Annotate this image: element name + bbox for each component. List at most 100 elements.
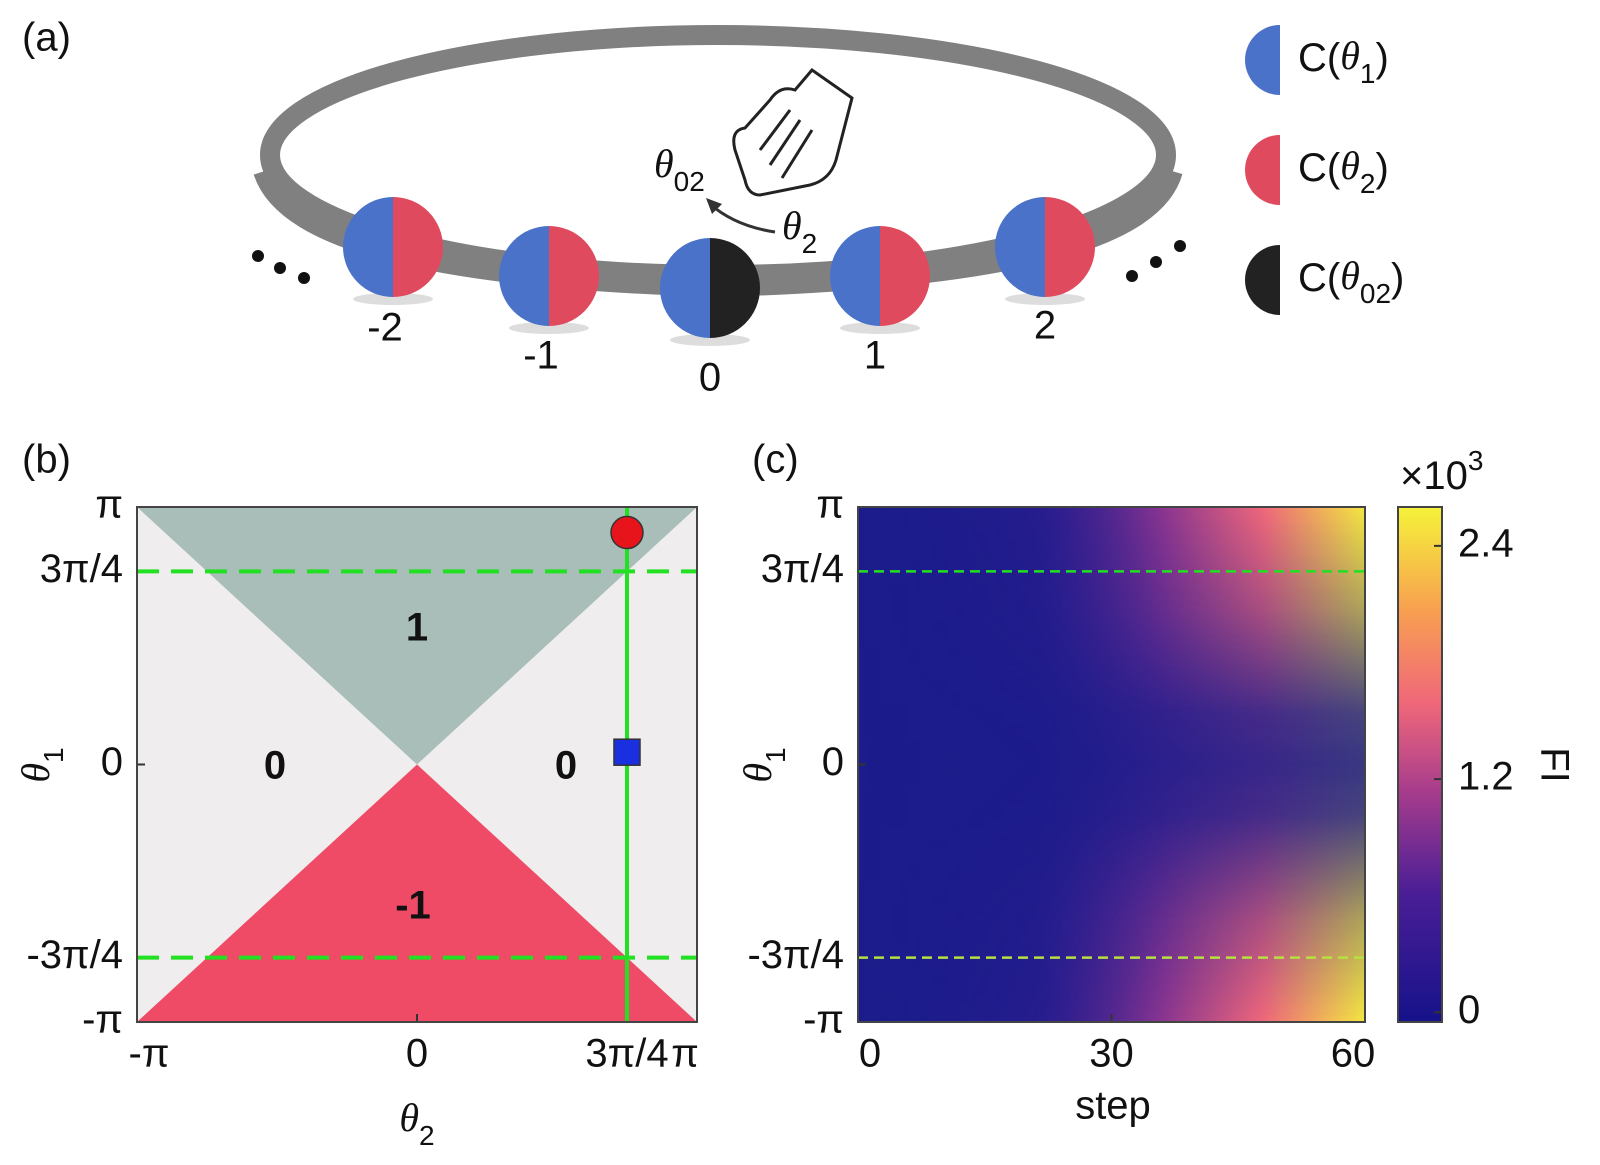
sphere-right [549,226,599,326]
sphere-right [880,226,930,326]
shadow [509,322,589,334]
sphere-right [710,238,760,338]
y-tick-label: 0 [822,740,844,784]
label-part: θ [782,203,802,248]
sphere-right [1045,197,1095,297]
sphere-left [499,226,549,326]
y-tick-label: 3π/4 [761,547,844,591]
fi-heatmap: 0 30 60 π 3π/4 0 -3π/4 -π step θ1 0 1.2 2.4 ×103 FI [735,445,1576,1128]
sphere-left [830,226,880,326]
legend-swatch [1245,25,1280,95]
region-label: 1 [406,606,428,650]
y-tick-label: π [95,483,123,527]
label-part: θ [1340,253,1360,298]
site-label: 0 [699,356,721,400]
math-label: C(θ1) [1298,33,1389,89]
x-tick-label: -π [129,1032,170,1076]
label-part: 02 [674,166,705,197]
label-part: 1 [760,747,791,763]
y-tick-label: -3π/4 [26,933,123,977]
plot-frame [136,506,698,1023]
x-tick-label: 3π/4 [585,1032,668,1076]
arrow [709,202,776,234]
sphere-left [343,197,393,297]
ellipsis [252,240,1186,284]
label-part: ) [1375,36,1388,80]
heatmap [858,507,1365,1022]
shadow [840,322,920,334]
x-tick-label: 30 [1089,1032,1134,1076]
label-part: 2 [419,1120,435,1151]
label-part: C( [1298,256,1341,300]
site-label: -1 [523,334,559,378]
y-tick-label: -π [803,998,844,1042]
label-part: ) [1391,256,1404,300]
label-part: θ [1340,33,1360,78]
math-label: θ1 [735,747,791,782]
x-tick-label: π [671,1032,699,1076]
shadow [670,334,750,346]
math-label: C(θ2) [1298,143,1389,199]
label-part: 2 [1360,168,1376,199]
region-label: 0 [264,744,286,788]
math-label: θ02 [654,141,705,197]
scale-exp: 3 [1468,445,1484,476]
y-tick-label: -π [82,998,123,1042]
label-part: 02 [1360,278,1391,309]
legend-swatch [1245,245,1280,315]
y-tick-label: -3π/4 [747,933,844,977]
colorbar [1398,507,1442,1022]
math-label: θ2 [782,203,817,259]
colorbar-tick-label: 1.2 [1458,755,1514,799]
region-label: 0 [555,744,577,788]
site-label: -2 [367,306,403,350]
hand-icon [732,67,854,197]
sphere-right [393,197,443,297]
label-part: θ [654,141,674,186]
label-part: C( [1298,36,1341,80]
marker-circle [610,515,644,550]
label-part: C( [1298,146,1341,190]
x-tick-label: 0 [859,1032,881,1076]
x-tick-label: 60 [1331,1032,1376,1076]
legend: C(θ1)C(θ2)C(θ02) [1245,25,1404,315]
panel-label: (b) [22,438,71,482]
colorbar-tick-label: 0 [1458,988,1480,1032]
label-part: θ [13,763,58,783]
label-part: θ [399,1095,419,1140]
x-tick-label: 0 [406,1032,428,1076]
sphere-left [660,238,710,338]
marker-square [613,738,641,766]
plot-frame [857,506,1366,1023]
panel-label: (a) [22,16,71,60]
label-part: ) [1375,146,1388,190]
y-tick-label: 0 [101,740,123,784]
label-part: θ [735,763,780,783]
math-label: θ2 [399,1095,434,1151]
site-label: 1 [864,334,886,378]
arrow-head [706,198,722,214]
label-part: 1 [38,747,69,763]
y-tick-label: π [816,483,844,527]
shadow [1005,293,1085,305]
colorbar-scale: ×103 [1400,445,1483,498]
math-label: θ1 [13,747,69,782]
x-axis-label: step [1075,1084,1151,1128]
site-label: 2 [1034,304,1056,348]
spheres: -2 -1 0 1 2 [343,197,1095,400]
label-part: 2 [802,228,818,259]
label-part: θ [1340,143,1360,188]
panel-label: (c) [752,438,799,482]
sphere-left [995,197,1045,297]
y-tick-label: 3π/4 [40,547,123,591]
label-part: 1 [1360,58,1376,89]
colorbar-frame [1397,506,1443,1023]
colorbar-label: FI [1532,747,1576,783]
shadow [353,293,433,305]
math-label: C(θ02) [1298,253,1404,309]
region-label: -1 [395,884,431,928]
scale-base: ×10 [1400,454,1468,498]
legend-swatch [1245,135,1280,205]
